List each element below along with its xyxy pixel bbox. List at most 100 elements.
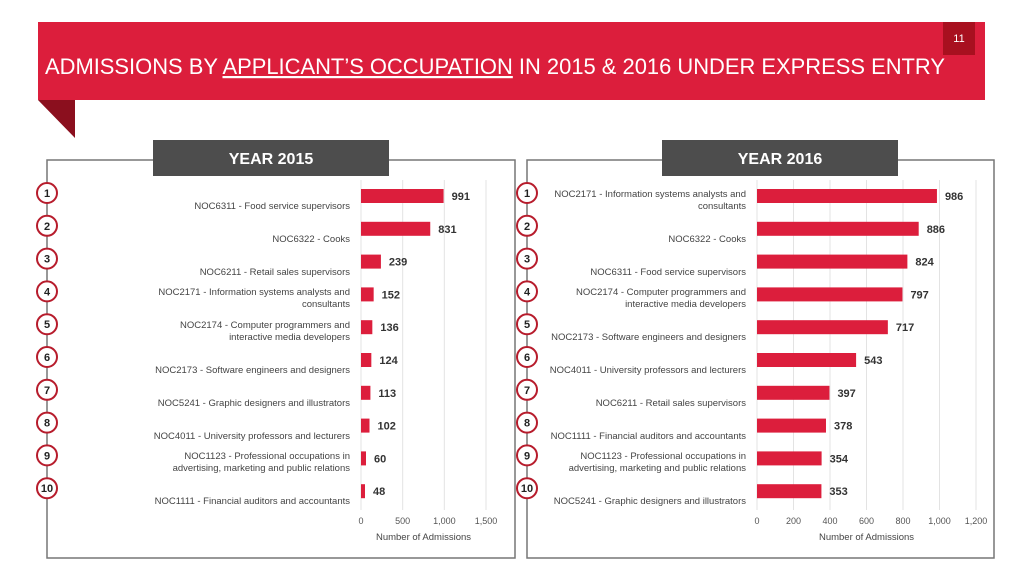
category-label: NOC1111 - Financial auditors and account…: [550, 430, 746, 442]
x-tick-label: 1,000: [433, 516, 456, 526]
value-label: 353: [829, 486, 847, 498]
x-tick-label: 800: [895, 516, 910, 526]
rank-number: 4: [524, 286, 531, 298]
rank-circle: [36, 313, 58, 336]
rank-circle: [36, 346, 58, 368]
category-label: NOC2173 - Software engineers and designe…: [551, 332, 746, 344]
category-label: NOC2174 - Computer programmers and inter…: [575, 287, 746, 311]
x-tick-label: 600: [859, 516, 874, 526]
title-part: ADMISSIONS BY: [45, 54, 222, 79]
rank-circle: [36, 411, 58, 434]
value-label: 797: [910, 289, 928, 301]
header-fold: [38, 100, 75, 138]
rank-circle: [36, 182, 58, 204]
rank-circle: [516, 477, 538, 500]
panel-border: [526, 159, 995, 559]
page-number: 11: [953, 33, 964, 45]
slide-title: ADMISSIONS BY APPLICANT’S OCCUPATION IN …: [45, 54, 945, 79]
bar: [361, 418, 370, 433]
rank-number: 10: [41, 483, 53, 495]
value-label: 986: [945, 191, 963, 203]
x-tick-label: 200: [786, 516, 801, 526]
value-label: 48: [373, 486, 385, 498]
bar: [757, 484, 822, 499]
value-label: 239: [389, 257, 407, 269]
bar: [757, 320, 888, 335]
header-band: [38, 22, 985, 100]
rank-number: 6: [524, 352, 530, 364]
rank-number: 2: [44, 221, 50, 233]
bar: [361, 451, 366, 466]
bar: [361, 385, 371, 400]
x-tick-label: 0: [358, 516, 363, 526]
x-axis-label: Number of Admissions: [376, 532, 471, 543]
rank-number: 2: [524, 221, 530, 233]
rank-circle: [36, 477, 58, 500]
rank-number: 1: [44, 188, 50, 200]
panel-title: YEAR 2015: [229, 151, 314, 168]
rank-circle: [516, 411, 538, 434]
rank-number: 5: [44, 319, 50, 331]
bar: [757, 189, 937, 203]
x-tick-label: 1,000: [928, 516, 951, 526]
bar: [757, 451, 822, 466]
category-label: NOC6322 - Cooks: [668, 233, 746, 245]
bar: [361, 189, 444, 203]
category-label: NOC4011 - University professors and lect…: [153, 430, 350, 442]
rank-number: 1: [524, 188, 530, 200]
value-label: 136: [380, 322, 398, 334]
value-label: 991: [452, 191, 470, 203]
bar: [361, 353, 372, 367]
category-label: NOC6211 - Retail sales supervisors: [199, 266, 350, 278]
category-label: NOC2173 - Software engineers and designe…: [155, 365, 350, 376]
category-label: NOC6311 - Food service supervisors: [194, 201, 350, 212]
bar: [361, 221, 431, 236]
page-number-box: [943, 22, 975, 55]
category-label: NOC6322 - Cooks: [272, 233, 350, 245]
value-label: 354: [830, 453, 849, 465]
x-tick-label: 0: [754, 516, 759, 526]
panel-title: YEAR 2016: [738, 151, 823, 168]
category-label: NOC2171 - Information systems analysts a…: [158, 287, 350, 311]
category-label: NOC5241 - Graphic designers and illustra…: [157, 397, 350, 409]
rank-circle: [36, 214, 58, 237]
rank-circle: [516, 378, 538, 401]
bar: [361, 484, 365, 499]
rank-number: 3: [524, 254, 530, 266]
rank-number: 8: [524, 418, 530, 430]
rank-circle: [36, 247, 58, 270]
bar: [757, 221, 919, 236]
category-label: NOC6211 - Retail sales supervisors: [595, 397, 746, 409]
x-tick-label: 400: [822, 516, 837, 526]
panel-tab: [662, 140, 898, 176]
rank-number: 4: [44, 286, 51, 298]
rank-circle: [36, 378, 58, 401]
rank-circle: [516, 280, 538, 303]
title-part: IN 2015 & 2016 UNDER EXPRESS ENTRY: [513, 54, 945, 79]
bar: [757, 254, 908, 269]
rank-circle: [516, 444, 538, 467]
rank-circle: [516, 313, 538, 336]
rank-number: 9: [524, 450, 530, 462]
panel-border: [46, 159, 516, 559]
rank-number: 5: [524, 319, 530, 331]
value-label: 60: [374, 453, 386, 465]
rank-circle: [516, 247, 538, 270]
rank-circle: [516, 214, 538, 237]
value-label: 152: [382, 289, 400, 301]
title-part: APPLICANT’S OCCUPATION: [222, 54, 512, 79]
category-label: NOC1123 - Professional occupations in ad…: [172, 451, 350, 475]
x-tick-label: 1,200: [965, 516, 988, 526]
bar: [757, 353, 857, 367]
value-label: 102: [378, 421, 396, 433]
value-label: 397: [837, 388, 855, 400]
rank-number: 9: [44, 450, 50, 462]
bar: [361, 287, 374, 302]
bar: [757, 418, 826, 433]
rank-number: 7: [524, 385, 530, 397]
category-label: NOC1111 - Financial auditors and account…: [154, 496, 350, 508]
bar: [361, 254, 381, 269]
value-label: 824: [915, 257, 934, 269]
